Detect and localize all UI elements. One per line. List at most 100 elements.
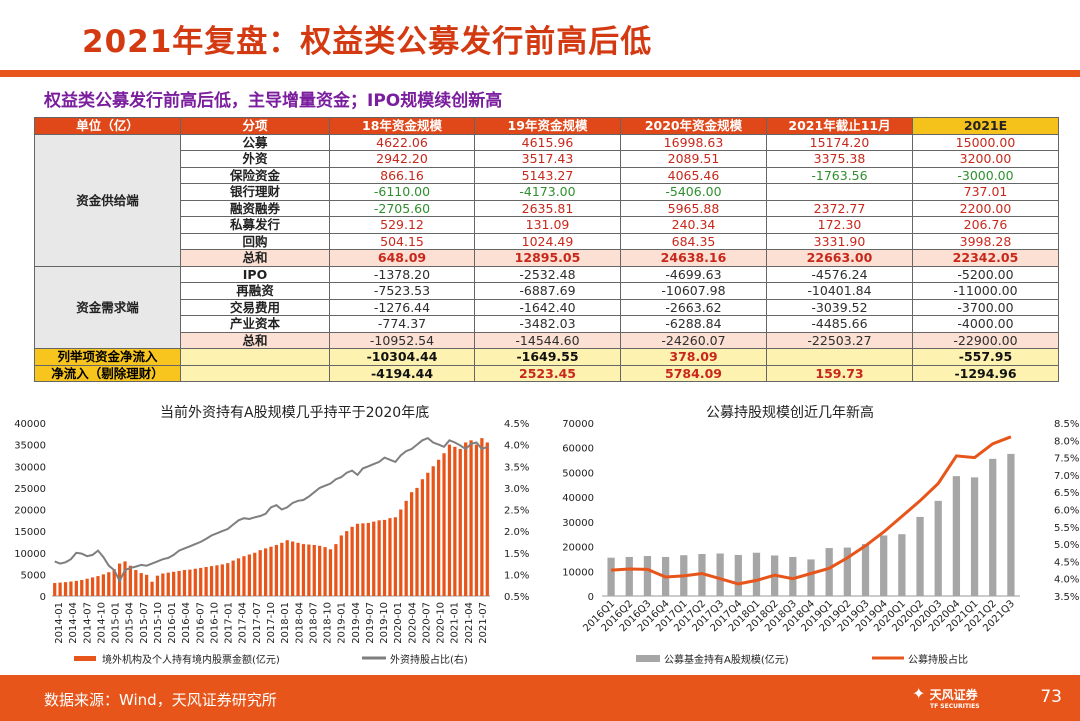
- chart2-title: 公募持股规模创近几年新高: [706, 405, 874, 421]
- table-cell: 2942.20: [329, 150, 475, 168]
- x-tick: 2021-04: [464, 602, 475, 644]
- tf-logo-text: 天风证券: [929, 688, 978, 702]
- bar: [916, 516, 924, 596]
- y-right-tick: 4.5%: [1054, 557, 1079, 568]
- bar: [63, 582, 68, 596]
- table-cell: -7523.53: [329, 282, 475, 300]
- table-row: 资金需求端 IPO -1378.20 -2532.48 -4699.63 -4576.24…: [34, 265, 1059, 349]
- table-cell: 4622.06: [329, 133, 475, 151]
- table-cell: 159.73: [766, 364, 913, 382]
- bar: [291, 541, 295, 596]
- legend-bar-swatch: [74, 656, 96, 661]
- x-tick: 2015-04: [125, 602, 136, 644]
- bar: [58, 582, 62, 596]
- legend-line-label: 公募持股占比: [908, 653, 968, 666]
- table-cell: 2523.45: [474, 364, 621, 382]
- bar: [469, 440, 473, 596]
- table-row: 总和 -10952.54 -14544.60 -24260.07 -22503.27 -2…: [35, 331, 1059, 349]
- bar: [843, 547, 851, 596]
- x-tick: 2015-07: [139, 602, 150, 644]
- bar: [258, 550, 262, 596]
- x-tick: 2016-04: [181, 602, 192, 644]
- bar: [426, 472, 430, 596]
- table-cell: 3375.38: [766, 150, 913, 168]
- bar: [420, 479, 425, 596]
- table-cell: -1763.56: [766, 166, 913, 184]
- x-tick: 2016-01: [167, 602, 178, 644]
- bar: [263, 548, 268, 596]
- y-left-tick: 70000: [562, 419, 594, 430]
- y-right-tick: 0.5%: [504, 592, 529, 603]
- row-item-label: 保险资金: [180, 166, 330, 184]
- table-cell: -2532.48: [474, 265, 621, 283]
- header-2021-nov: 2021年截止11月: [766, 117, 913, 135]
- bar: [226, 563, 230, 596]
- bar: [807, 559, 815, 596]
- table-row: 交易费用 -1276.44 -1642.40 -2663.62 -3039.52 -370…: [35, 298, 1059, 316]
- table-cell: -3039.52: [766, 298, 913, 316]
- bar: [112, 569, 116, 596]
- table-cell: -22503.27: [766, 331, 913, 349]
- table-row: 总和 648.09 12895.05 24638.16 22663.00 22342.05: [35, 249, 1059, 267]
- table-cell: 172.30: [766, 216, 913, 234]
- table-cell: -22900.00: [912, 331, 1059, 349]
- bar: [328, 549, 333, 596]
- bar: [393, 517, 397, 596]
- table-header-row: 单位（亿） 分项 18年资金规模 19年资金规模 2020年资金规模 2021年…: [34, 117, 1059, 135]
- table-cell: 5143.27: [474, 166, 621, 184]
- x-tick: 2021-01: [450, 602, 461, 644]
- table-row: 银行理财 -6110.00 -4173.00 -5406.00 737.01: [35, 183, 1059, 201]
- net-flow-label: 净流入（剔除理财）: [34, 364, 181, 382]
- chart1-title: 当前外资持有A股规模几乎持平于2020年底: [160, 405, 430, 421]
- bar: [404, 500, 408, 596]
- header-unit: 单位（亿）: [34, 117, 181, 135]
- y-right-tick: 3.5%: [504, 462, 529, 473]
- table-cell: [766, 183, 913, 201]
- table-cell: 2200.00: [912, 199, 1059, 217]
- y-left-tick: 40000: [562, 493, 594, 504]
- table-cell: -24260.07: [620, 331, 767, 349]
- x-tick: 2019-04: [351, 602, 362, 644]
- row-item-label: 公募: [180, 133, 330, 151]
- y-right-tick: 6.5%: [1054, 488, 1079, 499]
- net-flow-row: 净流入（剔除理财） -4194.44 2523.45 5784.09 159.73 -12…: [34, 364, 1059, 382]
- x-tick: 2021-07: [478, 602, 489, 644]
- table-cell: -5406.00: [620, 183, 767, 201]
- bar: [69, 581, 73, 596]
- bar: [643, 555, 652, 596]
- bar: [101, 574, 105, 596]
- bar: [366, 522, 370, 596]
- x-tick: 2020-04: [407, 602, 418, 644]
- bar: [123, 561, 127, 596]
- y-right-tick: 7.5%: [1054, 454, 1079, 465]
- bar: [399, 509, 403, 596]
- page-subtitle: 权益类公募发行前高后低，主导增量资金；IPO规模续创新高: [44, 91, 503, 111]
- bar: [161, 573, 165, 596]
- bar: [107, 572, 111, 596]
- table-cell: 3331.90: [766, 232, 913, 250]
- table-cell: 5965.88: [620, 199, 767, 217]
- footer-source: 数据来源：Wind，天风证券研究所: [44, 691, 277, 709]
- table-cell: [766, 348, 913, 366]
- table-row: 资金供给端 公募 4622.06 4615.96 16998.63 15174.20 150…: [34, 133, 1059, 267]
- row-item-label: 交易费用: [180, 298, 330, 316]
- y-left-tick: 60000: [562, 444, 594, 455]
- x-tick: 2018-01: [280, 602, 291, 644]
- table-cell: 4615.96: [474, 133, 621, 151]
- table-cell: 4065.46: [620, 166, 767, 184]
- header-2021e: 2021E: [912, 117, 1059, 135]
- row-item-label: 再融资: [180, 282, 330, 300]
- table-cell: 648.09: [329, 249, 475, 267]
- table-cell: -6288.84: [620, 315, 767, 333]
- x-tick: 2018-07: [308, 602, 319, 644]
- table-cell: 529.12: [329, 216, 475, 234]
- bar: [458, 448, 462, 596]
- table-cell: -4699.63: [620, 265, 767, 283]
- table-cell: -1642.40: [474, 298, 621, 316]
- bar: [301, 544, 306, 596]
- x-tick: 2016-07: [195, 602, 206, 644]
- bar: [431, 466, 435, 596]
- tf-logo-sub: TF SECURITIES: [930, 703, 980, 710]
- y-right-tick: 7.0%: [1054, 471, 1079, 482]
- bar: [209, 566, 214, 596]
